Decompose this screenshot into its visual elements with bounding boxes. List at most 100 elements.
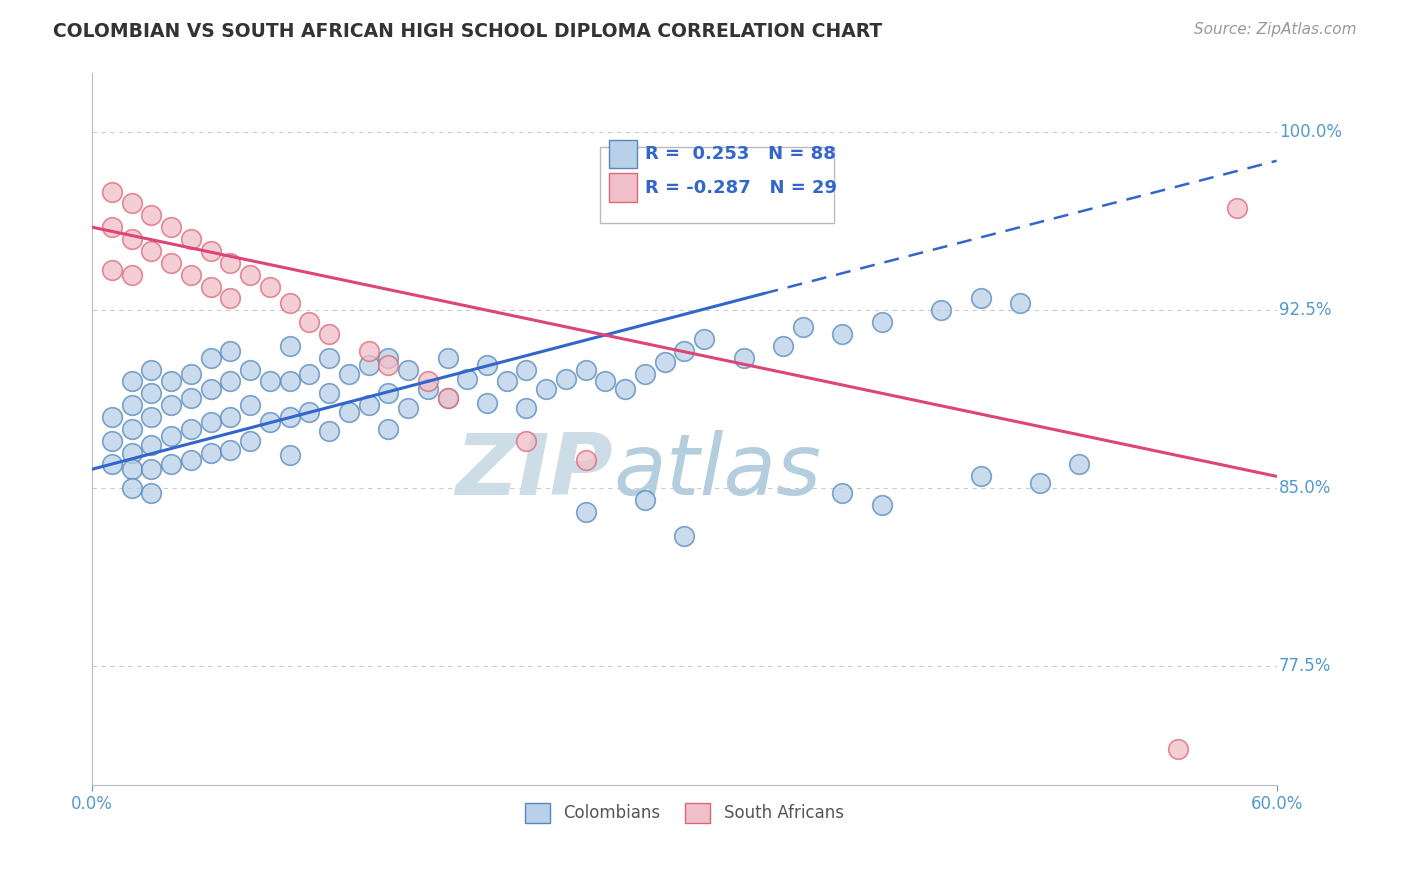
Point: [121, 196, 143, 211]
Point: [141, 208, 163, 222]
Point: [654, 355, 676, 369]
Point: [673, 343, 696, 358]
Point: [969, 292, 991, 306]
Text: ZIP: ZIP: [456, 430, 613, 513]
FancyBboxPatch shape: [600, 147, 834, 223]
Point: [575, 505, 598, 519]
Point: [396, 362, 419, 376]
Point: [673, 528, 696, 542]
Point: [160, 375, 183, 389]
Point: [141, 486, 163, 500]
Point: [200, 415, 222, 429]
Text: 100.0%: 100.0%: [1279, 123, 1341, 141]
Point: [318, 326, 340, 341]
Point: [160, 458, 183, 472]
Point: [180, 368, 202, 382]
Point: [634, 368, 657, 382]
Point: [396, 401, 419, 415]
Point: [200, 382, 222, 396]
Point: [831, 486, 853, 500]
Point: [575, 452, 598, 467]
Point: [969, 469, 991, 483]
Point: [831, 326, 853, 341]
Point: [870, 498, 893, 512]
Legend: Colombians, South Africans: Colombians, South Africans: [519, 797, 851, 830]
Point: [772, 339, 794, 353]
Point: [180, 268, 202, 282]
Point: [200, 351, 222, 365]
Point: [219, 256, 242, 270]
Point: [475, 396, 498, 410]
Point: [239, 362, 262, 376]
Point: [121, 481, 143, 495]
Point: [416, 375, 439, 389]
Point: [475, 358, 498, 372]
FancyBboxPatch shape: [609, 140, 637, 169]
Point: [1226, 201, 1249, 215]
Text: atlas: atlas: [613, 430, 821, 513]
Point: [298, 405, 321, 419]
Point: [121, 268, 143, 282]
Point: [160, 429, 183, 443]
Point: [534, 382, 557, 396]
Text: Source: ZipAtlas.com: Source: ZipAtlas.com: [1194, 22, 1357, 37]
Point: [121, 422, 143, 436]
Point: [160, 220, 183, 235]
Point: [141, 244, 163, 258]
Point: [141, 462, 163, 476]
Point: [733, 351, 755, 365]
Point: [515, 362, 537, 376]
Point: [515, 401, 537, 415]
Point: [555, 372, 578, 386]
Point: [929, 303, 952, 318]
Point: [337, 405, 360, 419]
Point: [160, 398, 183, 412]
Text: 92.5%: 92.5%: [1279, 301, 1331, 319]
Text: R =  0.253   N = 88: R = 0.253 N = 88: [645, 145, 837, 163]
Point: [101, 434, 124, 448]
Point: [298, 315, 321, 329]
Point: [200, 244, 222, 258]
Point: [436, 391, 458, 405]
Point: [121, 462, 143, 476]
Text: 85.0%: 85.0%: [1279, 479, 1331, 497]
Text: R = -0.287   N = 29: R = -0.287 N = 29: [645, 178, 838, 196]
Point: [101, 409, 124, 424]
Point: [259, 279, 281, 293]
Point: [456, 372, 478, 386]
Point: [298, 368, 321, 382]
Point: [141, 386, 163, 401]
Point: [180, 232, 202, 246]
Point: [357, 358, 380, 372]
Point: [436, 351, 458, 365]
Point: [792, 319, 814, 334]
Point: [180, 422, 202, 436]
Point: [239, 268, 262, 282]
Point: [219, 343, 242, 358]
Point: [200, 279, 222, 293]
Point: [278, 296, 301, 310]
Point: [575, 362, 598, 376]
Point: [219, 443, 242, 458]
Point: [141, 362, 163, 376]
Point: [416, 382, 439, 396]
Point: [219, 375, 242, 389]
Point: [141, 409, 163, 424]
Point: [515, 434, 537, 448]
Point: [377, 358, 399, 372]
Point: [278, 339, 301, 353]
Point: [1167, 742, 1189, 756]
Point: [1028, 476, 1050, 491]
Point: [121, 445, 143, 459]
Point: [357, 398, 380, 412]
Point: [693, 332, 716, 346]
Point: [180, 452, 202, 467]
FancyBboxPatch shape: [609, 173, 637, 202]
Point: [101, 458, 124, 472]
Point: [614, 382, 637, 396]
Point: [259, 415, 281, 429]
Point: [200, 445, 222, 459]
Point: [1069, 458, 1091, 472]
Point: [219, 292, 242, 306]
Point: [377, 422, 399, 436]
